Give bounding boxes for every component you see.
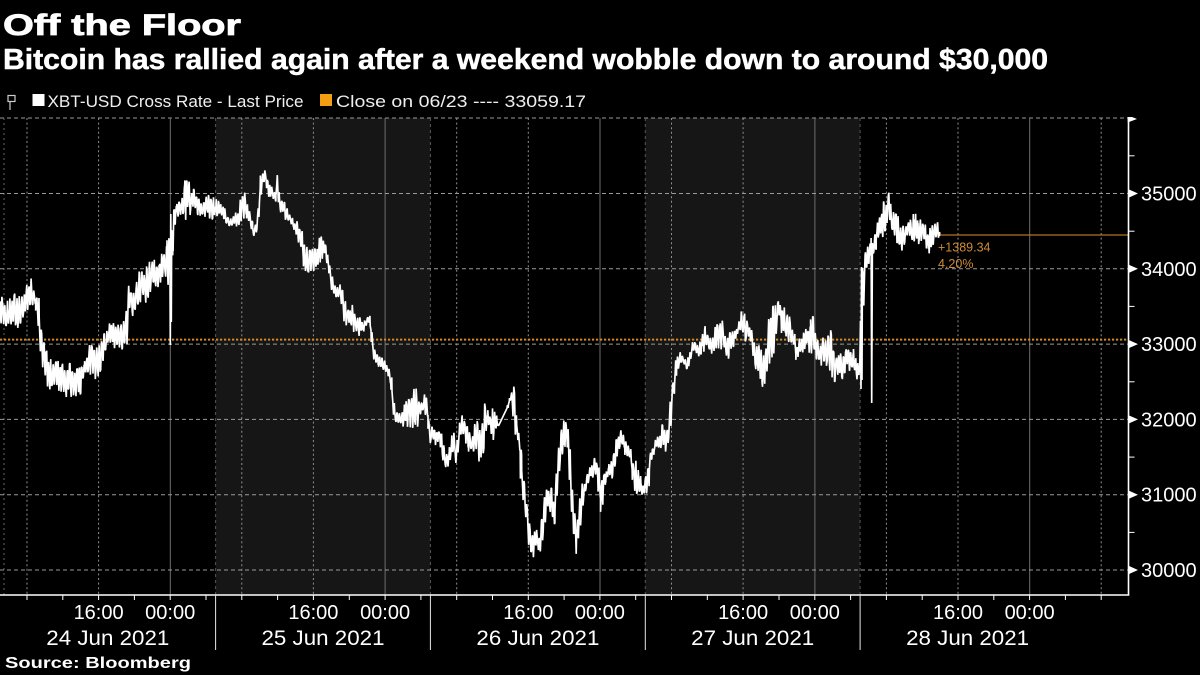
svg-text:35000: 35000 [1141,184,1197,206]
svg-text:16:00: 16:00 [933,602,983,624]
svg-text:00:00: 00:00 [145,602,195,624]
svg-text:00:00: 00:00 [360,602,410,624]
svg-text:25 Jun 2021: 25 Jun 2021 [262,627,385,650]
svg-text:33000: 33000 [1141,334,1197,356]
svg-text:16:00: 16:00 [288,602,338,624]
svg-text:4.20%: 4.20% [938,257,973,271]
svg-text:32000: 32000 [1141,409,1197,431]
svg-text:+1389.34: +1389.34 [938,241,991,255]
svg-text:16:00: 16:00 [74,602,124,624]
svg-text:16:00: 16:00 [503,602,553,624]
svg-text:Bitcoin has rallied again afte: Bitcoin has rallied again after a weeken… [3,44,1048,76]
svg-text:16:00: 16:00 [718,602,768,624]
svg-text:24 Jun 2021: 24 Jun 2021 [46,627,169,650]
svg-text:28 Jun 2021: 28 Jun 2021 [906,627,1029,650]
svg-text:00:00: 00:00 [1005,602,1055,624]
svg-text:Off the Floor: Off the Floor [3,9,241,42]
svg-text:XBT-USD Cross Rate - Last Pric: XBT-USD Cross Rate - Last Price [48,92,304,111]
svg-text:34000: 34000 [1141,259,1197,281]
svg-text:Source: Bloomberg: Source: Bloomberg [5,655,191,672]
svg-text:26 Jun 2021: 26 Jun 2021 [476,627,599,650]
svg-text:00:00: 00:00 [575,602,625,624]
svg-text:30000: 30000 [1141,560,1197,582]
svg-text:31000: 31000 [1141,485,1197,507]
svg-text:00:00: 00:00 [790,602,840,624]
svg-text:Close on 06/23 ---- 33059.17: Close on 06/23 ---- 33059.17 [336,92,586,111]
svg-text:27 Jun 2021: 27 Jun 2021 [691,627,814,650]
